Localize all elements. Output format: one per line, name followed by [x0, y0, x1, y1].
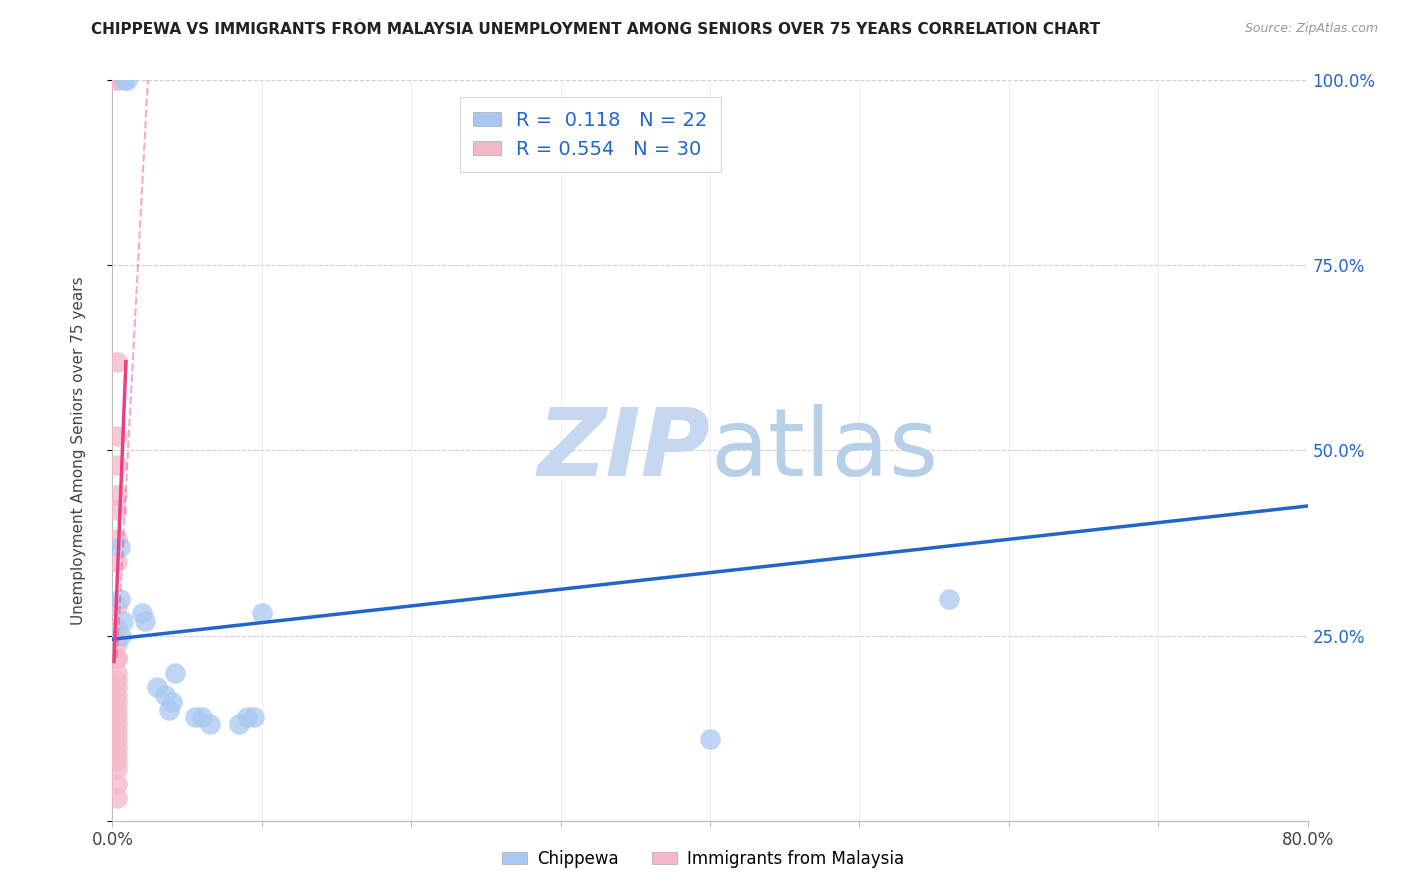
- Point: [105, 710, 128, 724]
- Point: [105, 717, 128, 731]
- Point: [105, 681, 128, 695]
- Point: [105, 533, 128, 547]
- Point: [108, 591, 131, 606]
- Point: [105, 502, 128, 516]
- Point: [105, 755, 128, 769]
- Text: CHIPPEWA VS IMMIGRANTS FROM MALAYSIA UNEMPLOYMENT AMONG SENIORS OVER 75 YEARS CO: CHIPPEWA VS IMMIGRANTS FROM MALAYSIA UNE…: [91, 22, 1101, 37]
- Point: [105, 739, 128, 754]
- Point: [105, 428, 128, 442]
- Point: [938, 591, 960, 606]
- Point: [153, 688, 176, 702]
- Point: [105, 555, 128, 569]
- Point: [105, 724, 128, 739]
- Point: [131, 607, 153, 621]
- Point: [228, 717, 250, 731]
- Point: [105, 762, 128, 776]
- Point: [157, 703, 180, 717]
- Point: [110, 628, 132, 642]
- Point: [191, 710, 214, 724]
- Point: [183, 710, 205, 724]
- Y-axis label: Unemployment Among Seniors over 75 years: Unemployment Among Seniors over 75 years: [72, 277, 86, 624]
- Point: [250, 607, 273, 621]
- Point: [105, 695, 128, 709]
- Point: [165, 665, 187, 680]
- Point: [105, 650, 128, 665]
- Point: [114, 73, 135, 87]
- Point: [105, 776, 128, 791]
- Point: [105, 665, 128, 680]
- Point: [105, 621, 128, 635]
- Point: [105, 354, 128, 368]
- Point: [699, 732, 721, 747]
- Point: [236, 710, 259, 724]
- Point: [105, 703, 128, 717]
- Point: [117, 73, 139, 87]
- Point: [105, 599, 128, 613]
- Point: [243, 710, 266, 724]
- Point: [198, 717, 221, 731]
- Point: [105, 488, 128, 502]
- Point: [108, 540, 131, 554]
- Legend: R =  0.118   N = 22, R = 0.554   N = 30: R = 0.118 N = 22, R = 0.554 N = 30: [460, 97, 721, 172]
- Point: [105, 458, 128, 473]
- Point: [105, 688, 128, 702]
- Point: [105, 73, 128, 87]
- Legend: Chippewa, Immigrants from Malaysia: Chippewa, Immigrants from Malaysia: [495, 844, 911, 875]
- Point: [105, 636, 128, 650]
- Point: [105, 650, 128, 665]
- Point: [146, 681, 169, 695]
- Point: [105, 791, 128, 805]
- Text: atlas: atlas: [710, 404, 938, 497]
- Point: [105, 747, 128, 761]
- Text: ZIP: ZIP: [537, 404, 710, 497]
- Point: [105, 673, 128, 687]
- Text: Source: ZipAtlas.com: Source: ZipAtlas.com: [1244, 22, 1378, 36]
- Point: [105, 732, 128, 747]
- Point: [162, 695, 183, 709]
- Point: [111, 614, 134, 628]
- Point: [105, 73, 128, 87]
- Point: [134, 614, 156, 628]
